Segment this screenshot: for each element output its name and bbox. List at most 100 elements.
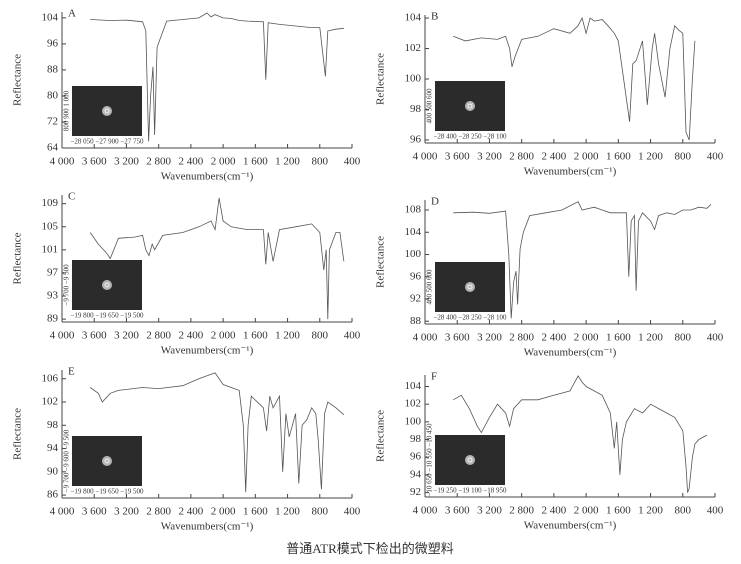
x-tick-label: 1 600 <box>243 506 268 518</box>
x-tick-label: 2 800 <box>509 505 534 517</box>
x-tick-label: 400 <box>707 505 724 517</box>
spectrum-line <box>89 372 345 493</box>
x-tick-label: 2 400 <box>179 330 204 342</box>
x-tick-label: 2 000 <box>574 332 599 344</box>
y-tick-label: 96 <box>410 451 422 463</box>
y-tick-label: 101 <box>42 243 59 255</box>
x-tick-label: 800 <box>675 332 692 344</box>
spectrum-line <box>89 197 345 320</box>
panel-label: B <box>431 11 438 23</box>
y-tick-label: 98 <box>410 433 422 445</box>
y-tick-label: 92 <box>410 293 421 305</box>
y-tick-label: 104 <box>405 380 422 392</box>
y-tick-label: 102 <box>405 42 422 54</box>
x-tick-label: 4 000 <box>50 330 75 342</box>
x-tick-label: 1 200 <box>275 506 300 518</box>
x-tick-label: 4 000 <box>413 505 438 517</box>
y-axis-title: Reflectance <box>12 408 24 460</box>
x-tick-label: 3 600 <box>82 506 107 518</box>
inset-x-labels: −28 050 −27 900 −27 750 <box>70 138 144 146</box>
inset-y-labels: 400 500 600 <box>426 269 434 305</box>
x-tick-label: 1 600 <box>243 330 268 342</box>
inset-y-labels: −9 700 −9 500 <box>63 264 71 306</box>
x-tick-label: 3 600 <box>445 332 470 344</box>
spectrum-line <box>453 16 696 141</box>
y-tick-label: 98 <box>410 103 422 115</box>
y-tick-label: 104 <box>42 11 59 23</box>
inset-particle <box>465 101 475 111</box>
y-tick-label: 88 <box>47 63 59 75</box>
x-axis-title: Wavenumbers(cm⁻¹) <box>161 521 254 533</box>
y-tick-label: 97 <box>47 266 59 278</box>
inset-particle <box>102 456 112 466</box>
x-tick-label: 2 000 <box>211 156 236 168</box>
y-tick-label: 105 <box>42 220 59 232</box>
inset-x-labels: −28 400 −28 250 −28 100 <box>433 314 507 322</box>
y-tick-label: 104 <box>405 12 422 24</box>
y-tick-label: 90 <box>47 465 59 477</box>
inset-marker <box>467 284 473 290</box>
y-tick-label: 72 <box>47 116 58 128</box>
x-tick-label: 3 200 <box>477 151 502 163</box>
y-tick-label: 80 <box>47 89 59 101</box>
y-tick-label: 106 <box>42 372 59 384</box>
inset-particle <box>465 455 475 465</box>
x-tick-label: 400 <box>344 506 361 518</box>
x-tick-label: 1 600 <box>243 156 268 168</box>
inset-marker <box>104 458 110 464</box>
y-tick-label: 102 <box>405 398 422 410</box>
y-tick-label: 94 <box>47 442 59 454</box>
x-tick-label: 1 200 <box>638 151 663 163</box>
y-tick-label: 94 <box>410 468 422 480</box>
x-tick-label: 2 400 <box>542 505 567 517</box>
x-tick-label: 3 600 <box>445 505 470 517</box>
x-tick-label: 4 000 <box>50 506 75 518</box>
x-axis-title: Wavenumbers(cm⁻¹) <box>524 347 617 359</box>
y-tick-label: 102 <box>42 396 59 408</box>
x-tick-label: 400 <box>707 151 724 163</box>
y-tick-label: 96 <box>410 133 422 145</box>
inset-x-labels: −19 800 −19 650 −19 500 <box>70 488 144 496</box>
x-tick-label: 1 600 <box>606 151 631 163</box>
x-tick-label: 400 <box>707 332 724 344</box>
panel-label: A <box>68 8 76 20</box>
inset-marker <box>467 457 473 463</box>
x-tick-label: 2 400 <box>542 151 567 163</box>
x-tick-label: 800 <box>675 151 692 163</box>
y-axis-title: Reflectance <box>375 410 387 462</box>
x-tick-label: 2 400 <box>179 156 204 168</box>
x-tick-label: 4 000 <box>50 156 75 168</box>
x-tick-label: 2 800 <box>509 151 534 163</box>
y-tick-label: 92 <box>410 486 421 498</box>
x-tick-label: 2 400 <box>542 332 567 344</box>
inset-x-labels: −19 800 −19 650 −19 500 <box>70 312 144 320</box>
x-axis-title: Wavenumbers(cm⁻¹) <box>161 171 254 183</box>
x-tick-label: 2 800 <box>146 330 171 342</box>
y-tick-label: 109 <box>42 197 59 209</box>
x-tick-label: 800 <box>312 156 329 168</box>
panel-label: D <box>431 196 439 208</box>
inset-y-labels: 800 900 1 000 <box>63 90 71 131</box>
y-tick-label: 104 <box>405 226 422 238</box>
panel-label: F <box>431 371 437 383</box>
y-tick-label: 100 <box>405 73 422 85</box>
x-tick-label: 800 <box>312 506 329 518</box>
inset-marker <box>104 108 110 114</box>
y-tick-label: 89 <box>47 313 59 325</box>
x-tick-label: 3 600 <box>445 151 470 163</box>
y-axis-title: Reflectance <box>375 53 387 105</box>
inset-y-labels: −10 650 −10 550 −10 450 <box>426 423 434 497</box>
y-axis-title: Reflectance <box>12 232 24 284</box>
spectrum-line <box>453 375 708 493</box>
x-tick-label: 800 <box>312 330 329 342</box>
y-tick-label: 88 <box>410 315 422 327</box>
y-axis-title: Reflectance <box>12 54 24 106</box>
x-tick-label: 2 800 <box>509 332 534 344</box>
x-tick-label: 3 200 <box>114 506 139 518</box>
x-axis-title: Wavenumbers(cm⁻¹) <box>161 345 254 357</box>
y-tick-label: 100 <box>405 415 422 427</box>
panel-label: E <box>68 366 75 378</box>
x-tick-label: 2 000 <box>211 330 236 342</box>
x-tick-label: 3 200 <box>114 156 139 168</box>
x-tick-label: 2 000 <box>574 151 599 163</box>
